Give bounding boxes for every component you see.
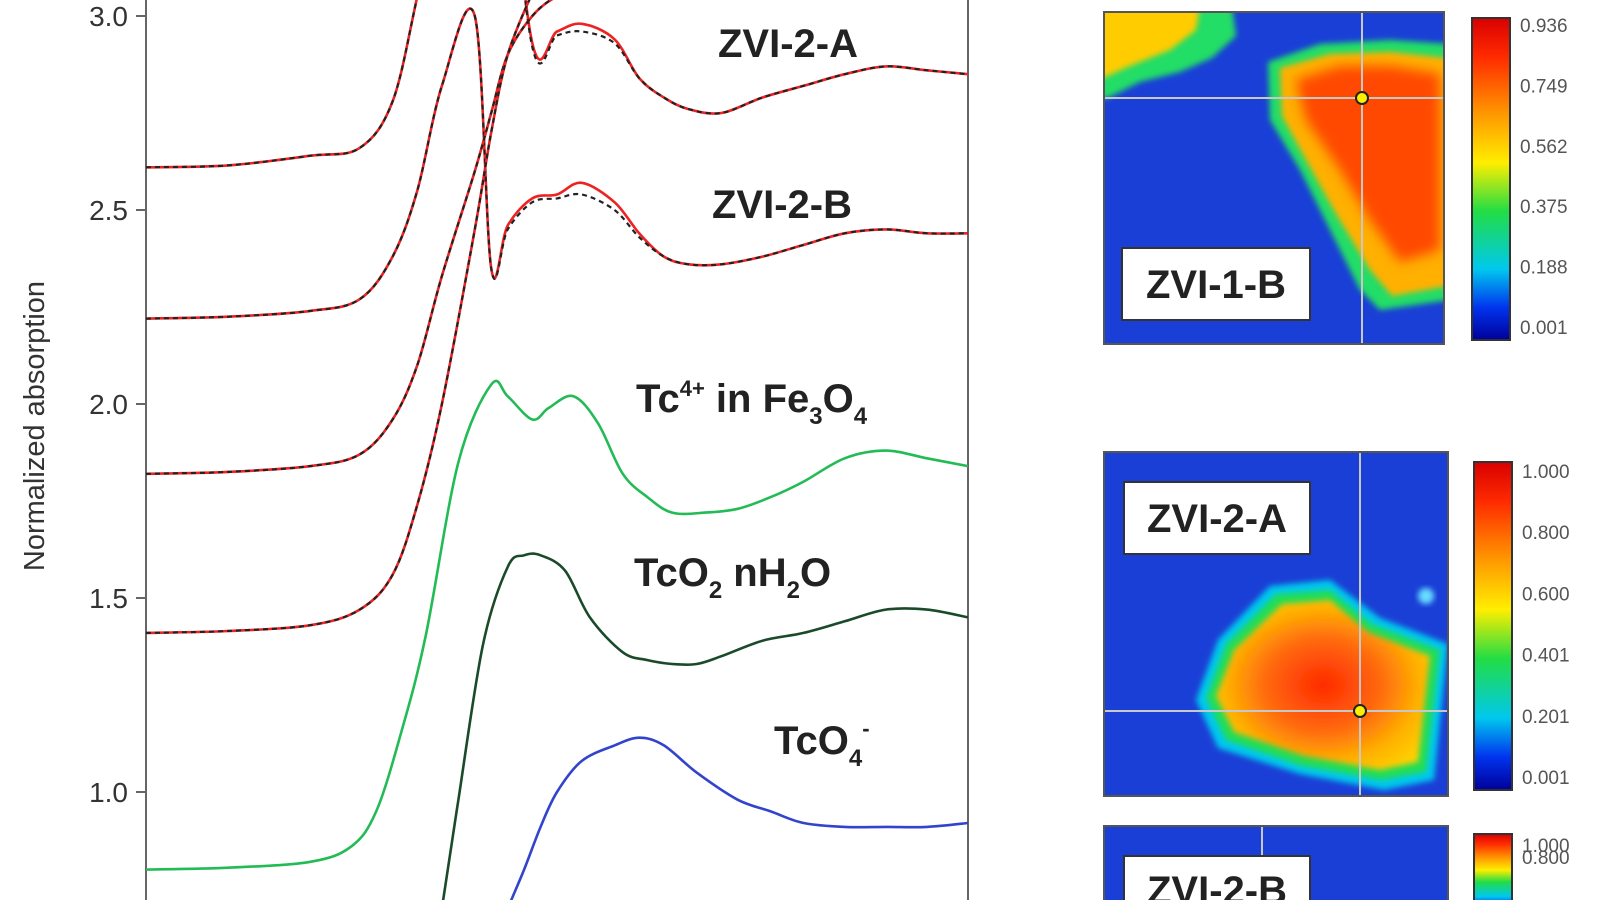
y-axis-label: Normalized absorption [19, 281, 51, 571]
map-label: ZVI-1-B [1146, 263, 1286, 307]
color-scale-ticks: 1.000 0.800 0.600 0.401 0.201 0.001 [1522, 462, 1570, 789]
map-panel-zvi-2-a: ZVI-2-A 1.000 0.800 0.600 0.401 0.201 0.001 [1103, 451, 1570, 797]
series-line-zvi-c-data [146, 0, 554, 476]
y-axis-ticks: 3.0 2.5 2.0 1.5 1.0 [89, 1, 146, 808]
series-line-zvi-d-fit [146, 0, 531, 634]
map-label: ZVI-2-A [1147, 497, 1287, 541]
series-line-tco2 [441, 552, 969, 900]
color-scale-label: 0.001 [1520, 318, 1568, 339]
label-tc4-in-fe3o4: Tc4+ in Fe3O4 [636, 376, 868, 430]
y-tick-label: 2.5 [89, 195, 128, 226]
color-scale-bar [1473, 833, 1513, 905]
color-scale-label: 0.600 [1522, 584, 1570, 605]
series-line-zvi-c-fit [146, 0, 553, 475]
map-label-box [1121, 247, 1311, 321]
crosshair-marker [1353, 704, 1367, 718]
crosshair-marker [1355, 91, 1369, 105]
y-tick-label: 1.0 [89, 777, 128, 808]
label-tco2-nh2o: TcO2 nH2O [634, 551, 831, 604]
color-scale-label: 0.201 [1522, 707, 1570, 728]
map-frame [1103, 825, 1449, 905]
y-tick-label: 1.5 [89, 583, 128, 614]
series-line-zvi2b-fit [146, 7, 969, 320]
map-panel-zvi-1-b: ZVI-1-B 0.936 0.749 0.562 0.375 0.188 0.001 [1103, 11, 1568, 345]
label-zvi-2-b: ZVI-2-B [712, 183, 852, 227]
map-frame [1103, 11, 1445, 345]
color-scale-label: 1.000 [1522, 462, 1570, 483]
map-label: ZVI-2-B [1147, 869, 1287, 900]
series-line-tc4 [146, 379, 969, 871]
hotspot-corner-core [1104, 12, 1199, 78]
label-tco4: TcO4- [774, 716, 870, 772]
map-label-box [1123, 855, 1311, 905]
map-frame [1103, 451, 1449, 797]
color-scale-label: 0.936 [1520, 16, 1568, 37]
color-scale-label: 0.749 [1520, 76, 1568, 97]
color-scale-label: 0.001 [1522, 768, 1570, 789]
color-scale-label: 1.000 [1522, 836, 1570, 857]
color-scale-label: 0.562 [1520, 137, 1568, 158]
series-line-tco4 [509, 736, 969, 900]
y-tick-label: 2.0 [89, 389, 128, 420]
color-scale-label: 0.800 [1522, 848, 1570, 869]
y-tick-label: 3.0 [89, 1, 128, 32]
color-scale-label: 0.188 [1520, 258, 1568, 279]
hotspot-particle-core [1296, 66, 1440, 262]
series-layer [146, 0, 969, 900]
color-scale-label: 0.401 [1522, 646, 1570, 667]
hotspot-small [1418, 588, 1434, 604]
map-label-box [1123, 481, 1311, 555]
color-scale-label: 0.375 [1520, 197, 1568, 218]
hotspot-particle [1216, 600, 1430, 770]
xanes-plot: Normalized absorption 3.0 2.5 2.0 1.5 1.0 ZV… [19, 0, 969, 900]
series-line-zvi2a-fit [146, 0, 969, 169]
color-scale-bar [1471, 17, 1511, 341]
color-scale-ticks: 0.936 0.749 0.562 0.375 0.188 0.001 [1520, 16, 1568, 339]
color-scale-bar [1473, 461, 1513, 791]
color-scale-label: 0.800 [1522, 523, 1570, 544]
label-zvi-2-a: ZVI-2-A [718, 22, 858, 66]
